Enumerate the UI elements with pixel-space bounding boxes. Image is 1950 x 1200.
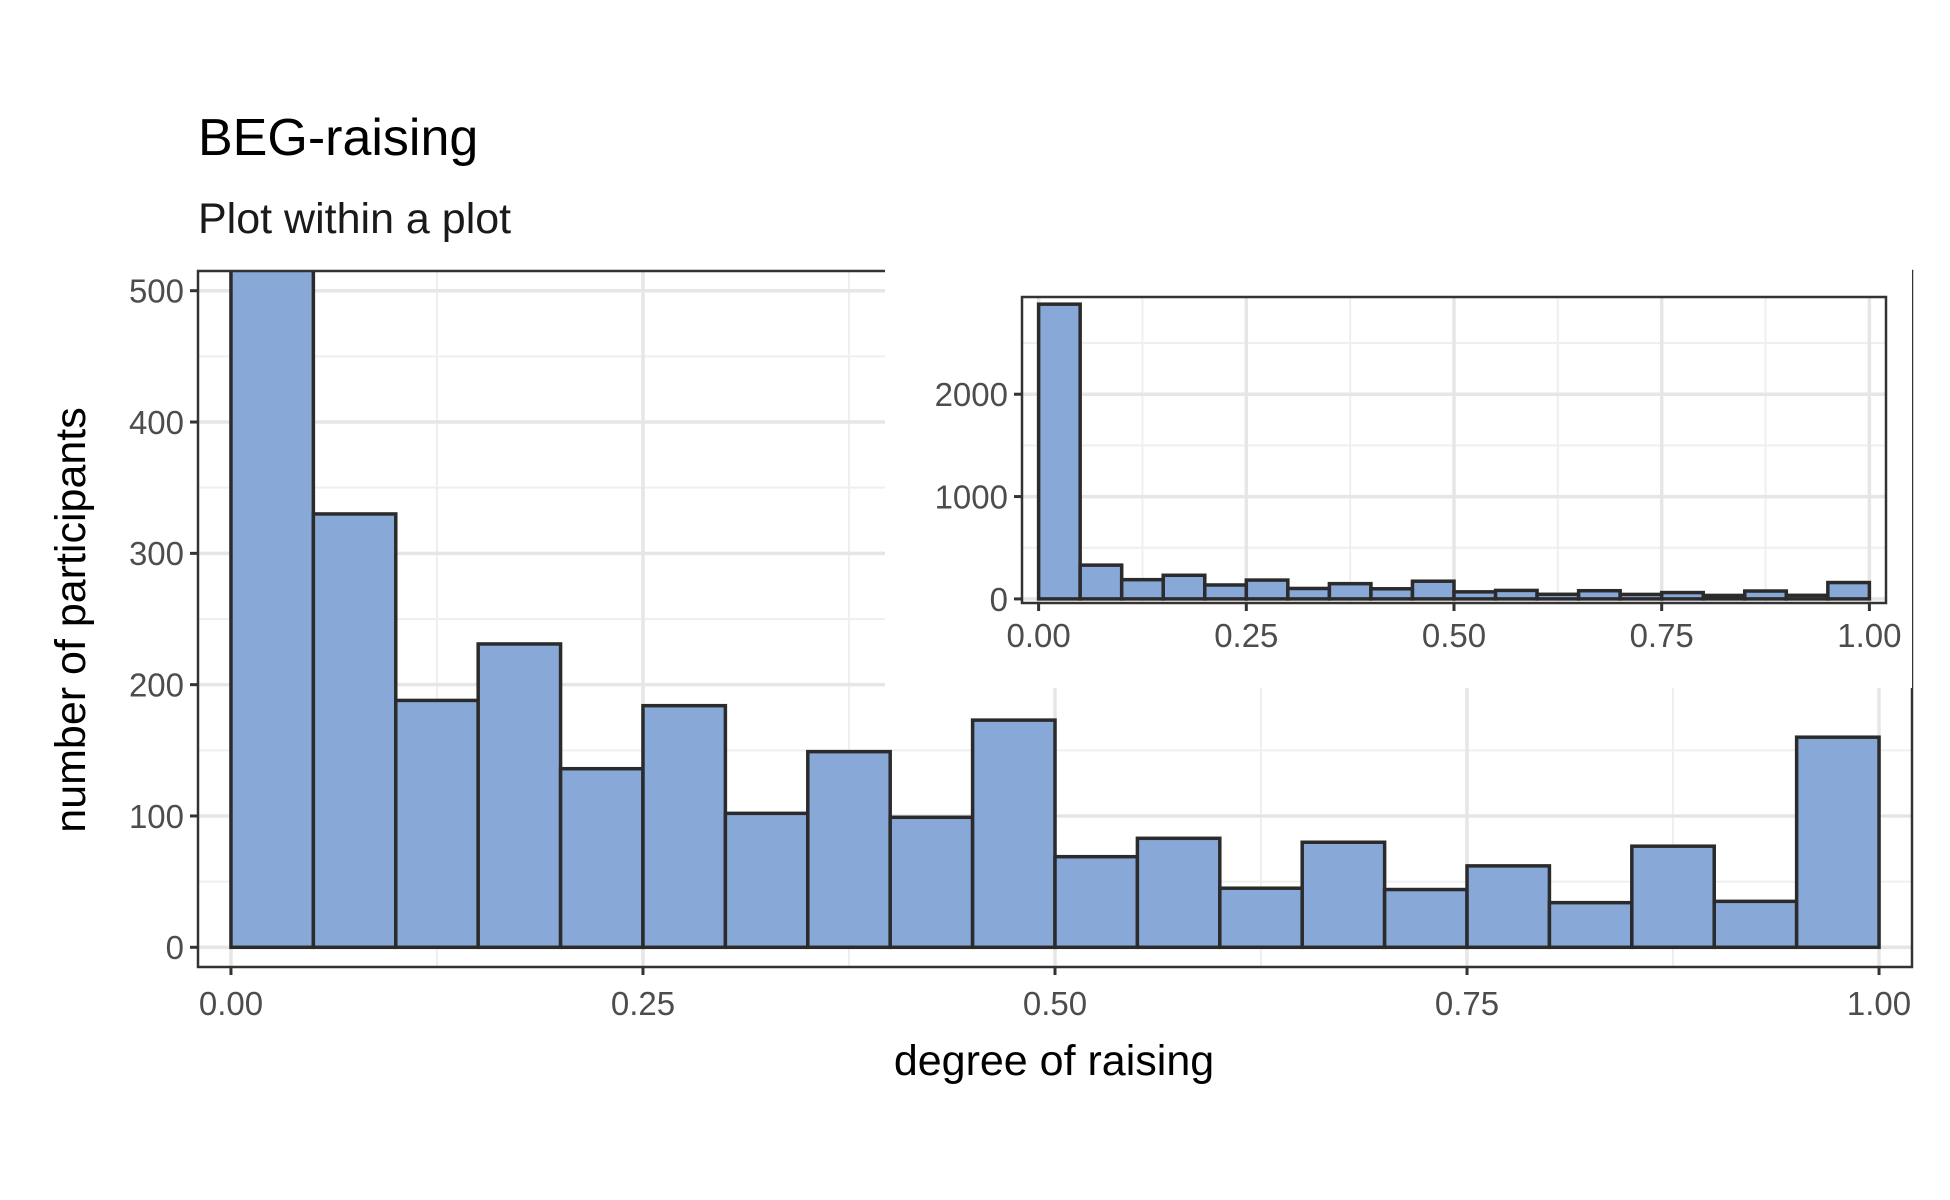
main-bar — [311, 512, 398, 950]
inset-bar — [1493, 588, 1539, 601]
inset-bar — [1078, 563, 1124, 601]
inset-bar — [1327, 581, 1373, 601]
main-y-tick-label: 100 — [129, 798, 184, 835]
main-bar — [1712, 899, 1799, 950]
main-bar — [1465, 864, 1552, 950]
main-y-tick-label: 0 — [166, 929, 184, 966]
inset-bar — [1203, 583, 1249, 601]
main-x-tick-label: 0.50 — [1023, 985, 1087, 1022]
main-bar — [476, 642, 563, 950]
main-bars — [229, 271, 1881, 950]
inset-bar — [1036, 302, 1082, 601]
main-bar — [723, 811, 810, 950]
main-x-tick-label: 0.25 — [611, 985, 675, 1022]
main-bar — [1547, 900, 1634, 950]
main-bar — [1135, 836, 1222, 950]
inset-bar — [1701, 593, 1747, 601]
x-axis-title: degree of raising — [894, 1037, 1214, 1085]
main-bar — [1382, 887, 1469, 950]
chart-subtitle: Plot within a plot — [198, 195, 511, 243]
inset-x-tick-label: 0.00 — [1006, 617, 1070, 654]
main-bar — [1053, 854, 1140, 950]
main-bar — [1630, 844, 1716, 950]
main-bar — [558, 766, 645, 950]
inset-bars — [1036, 302, 1872, 601]
inset-bar — [1119, 577, 1165, 601]
inset-bar — [1743, 589, 1789, 601]
inset-bar — [1452, 590, 1498, 601]
main-bar — [1794, 735, 1881, 950]
inset-x-tick-label: 0.25 — [1214, 617, 1278, 654]
y-axis-title: number of participants — [47, 407, 95, 832]
main-bar — [1300, 840, 1387, 950]
main-x-tick-label: 0.75 — [1435, 985, 1499, 1022]
inset-x-tick-label: 0.75 — [1630, 617, 1694, 654]
inset-bar — [1659, 590, 1705, 601]
inset-bar — [1618, 592, 1664, 601]
chart-title: BEG-raising — [198, 109, 478, 167]
inset-x-tick-label: 0.50 — [1422, 617, 1486, 654]
main-bar — [970, 718, 1057, 950]
main-bar — [229, 271, 316, 950]
main-y-tick-label: 500 — [129, 273, 184, 310]
main-x-tick-label: 1.00 — [1847, 985, 1911, 1022]
inset-x-tick-label: 1.00 — [1837, 617, 1901, 654]
inset-y-tick-label: 0 — [990, 581, 1008, 618]
inset-bar — [1244, 578, 1290, 601]
inset-bar — [1576, 588, 1622, 601]
inset-bar — [1410, 579, 1456, 601]
inset-plot: 0.00 0.25 0.50 0.75 1.00 0 1000 2000 — [885, 268, 1912, 688]
main-bar — [1218, 886, 1304, 950]
main-y-tick-label: 300 — [129, 535, 184, 572]
inset-bar — [1161, 573, 1207, 601]
inset-bar — [1286, 586, 1332, 601]
inset-bar — [1369, 587, 1415, 601]
inset-bar — [1784, 593, 1830, 601]
inset-y-tick-label: 1000 — [935, 478, 1008, 515]
inset-bar — [1826, 580, 1872, 601]
main-bar — [641, 703, 728, 950]
main-bar — [888, 815, 975, 950]
main-x-tick-label: 0.00 — [199, 985, 263, 1022]
main-y-tick-label: 200 — [129, 667, 184, 704]
main-bar — [394, 698, 480, 950]
main-bar — [806, 749, 892, 950]
inset-y-tick-label: 2000 — [935, 376, 1008, 413]
inset-bar — [1535, 592, 1581, 601]
main-y-tick-label: 400 — [129, 404, 184, 441]
